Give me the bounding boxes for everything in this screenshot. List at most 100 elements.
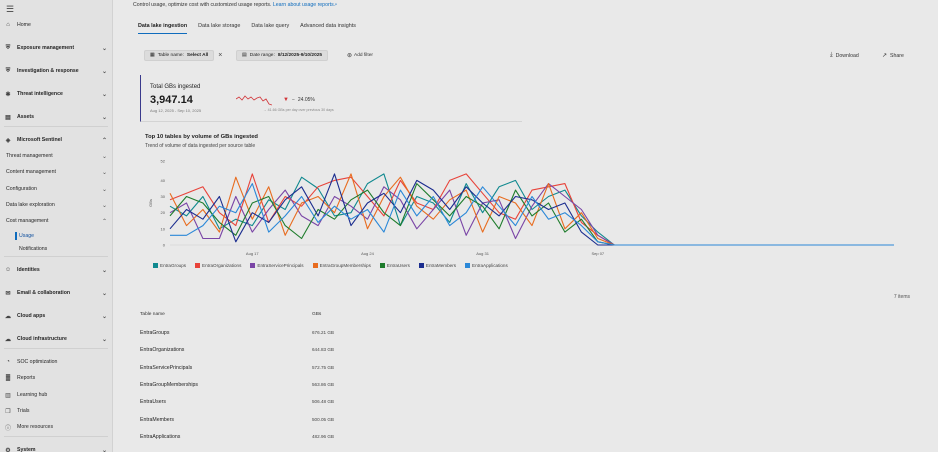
cloud-icon: ☁ xyxy=(5,313,11,320)
sidebar-item-cloud-infrastructure[interactable]: ☁ Cloud infrastructure ⌄ xyxy=(0,332,113,346)
sidebar-item-learning-hub[interactable]: ▥ Learning hub xyxy=(0,388,113,402)
column-header-table-name[interactable]: Table name xyxy=(140,312,165,317)
date-range-chip[interactable]: ▤ Date range: 8/12/2025-9/10/2025 xyxy=(236,49,329,61)
sidebar-item-label: Threat management xyxy=(6,153,53,159)
sidebar-item-reports[interactable]: ▓ Reports xyxy=(0,371,113,385)
sidebar-item-notifications[interactable]: Notifications xyxy=(0,242,113,256)
download-icon: ⤓ xyxy=(830,52,833,58)
server-icon: ▤ xyxy=(5,114,11,121)
date-range-filter[interactable]: ▤ Date range: 8/12/2025-9/10/2025 xyxy=(236,49,329,61)
table-name-filter[interactable]: ▦ Table name: Select All × xyxy=(144,49,222,61)
sidebar-item-configuration[interactable]: Configuration ⌄ xyxy=(0,182,113,196)
legend-label: EntraMembers xyxy=(425,263,457,268)
sidebar-item-label: Configuration xyxy=(6,186,37,192)
sidebar-item-home[interactable]: ⌂ Home xyxy=(0,18,113,32)
sidebar-divider xyxy=(4,348,108,349)
column-header-gbs[interactable]: GBs xyxy=(312,312,322,317)
hamburger-menu-icon[interactable]: ☰ xyxy=(6,4,15,14)
sidebar-item-email-collaboration[interactable]: ✉ Email & collaboration ⌄ xyxy=(0,286,113,300)
gift-icon: ❐ xyxy=(5,408,11,415)
add-filter-button[interactable]: ⊛ Add filter xyxy=(347,49,373,61)
tab-data-lake-query[interactable]: Data lake query xyxy=(251,23,290,29)
legend-item[interactable]: EntraMembers xyxy=(418,263,457,268)
sidebar-item-investigation-response[interactable]: ⛨ Investigation & response ⌄ xyxy=(0,64,113,78)
home-icon: ⌂ xyxy=(6,22,10,28)
table-name-chip[interactable]: ▦ Table name: Select All xyxy=(144,49,215,61)
sidebar-item-trials[interactable]: ❐ Trials xyxy=(0,404,113,418)
external-link-icon: ↗ xyxy=(333,2,338,7)
legend-label: EntraGroupMemberships xyxy=(319,263,371,268)
sidebar-item-label: Assets xyxy=(17,114,35,120)
sidebar-item-threat-intelligence[interactable]: ✱ Threat intelligence ⌄ xyxy=(0,87,113,101)
sidebar-item-content-management[interactable]: Content management ⌄ xyxy=(0,165,113,179)
kpi-value: 3,947.14 xyxy=(150,94,193,106)
sidebar-item-microsoft-sentinel[interactable]: ◈ Microsoft Sentinel ⌃ xyxy=(0,133,113,147)
table-row[interactable]: EntraGroups 676.21 GB xyxy=(140,330,910,347)
learn-usage-reports-link[interactable]: Learn about usage reports xyxy=(272,2,334,8)
legend-item[interactable]: EntraGroups xyxy=(153,263,186,268)
sidebar-item-label: Home xyxy=(17,22,31,28)
table-name-value: Select All xyxy=(186,52,209,58)
download-button[interactable]: ⤓ Download xyxy=(830,52,859,59)
sidebar-item-exposure-management[interactable]: ⛨ Exposure management ⌄ xyxy=(0,41,113,55)
table-cell-name: EntraServicePrincipals xyxy=(140,364,193,371)
gear-icon: ⚙ xyxy=(5,447,11,452)
legend-item[interactable]: EntraOrganizations xyxy=(195,263,241,268)
line-chart: GBs 0 10 20 30 40 52 Aug 17 Aug 24 Aug 31 Sep 07 xyxy=(148,159,894,256)
sparkline-line xyxy=(236,95,272,106)
table-cell-name: EntraOrganizations xyxy=(140,347,185,354)
share-button[interactable]: ↗ Share xyxy=(882,52,904,60)
add-filter-label: Add filter xyxy=(354,52,373,58)
sidebar-item-label: Investigation & response xyxy=(17,68,79,74)
sidebar-item-label: Content management xyxy=(6,169,56,175)
kpi-note: → 41.66 GBs per day over previous 30 day… xyxy=(263,108,334,112)
sidebar-item-data-lake-exploration[interactable]: Data lake exploration ⌄ xyxy=(0,198,113,212)
chevron-down-icon: ⌄ xyxy=(101,202,107,209)
table-row[interactable]: EntraMembers 500.05 GB xyxy=(140,417,910,434)
chart-legend: EntraGroups EntraOrganizations EntraServic… xyxy=(153,263,508,268)
sidebar-item-label: Trials xyxy=(17,408,30,414)
x-tick-label: Aug 17 xyxy=(246,251,259,256)
sidebar-item-usage[interactable]: Usage xyxy=(0,229,113,243)
chevron-up-icon: ⌃ xyxy=(101,137,107,144)
sidebar-item-more-resources[interactable]: ⓘ More resources xyxy=(0,420,113,434)
legend-item[interactable]: EntraServicePrincipals xyxy=(250,263,304,268)
tab-advanced-data-insights[interactable]: Advanced data insights xyxy=(300,23,356,29)
sidebar-item-label: System xyxy=(17,447,36,452)
table-row[interactable]: EntraGroupMemberships 563.86 GB xyxy=(140,382,910,399)
legend-item[interactable]: EntraGroupMemberships xyxy=(312,263,371,268)
legend-swatch xyxy=(153,263,158,268)
kpi-delta-sign: − xyxy=(291,97,295,103)
sidebar-item-cost-management[interactable]: Cost management ⌃ xyxy=(0,214,113,228)
sidebar-item-cloud-apps[interactable]: ☁ Cloud apps ⌄ xyxy=(0,309,113,323)
y-tick-label: 10 xyxy=(161,226,166,231)
share-icon: ↗ xyxy=(882,53,888,59)
date-range-key: Date range: xyxy=(249,52,275,58)
share-label: Share xyxy=(890,52,904,59)
page-subtitle: Control usage, optimize cost with custom… xyxy=(133,2,337,8)
sidebar-item-soc-optimization[interactable]: ◔ SOC optimization xyxy=(0,355,113,369)
main-content: Control usage, optimize cost with custom… xyxy=(114,0,938,452)
legend-item[interactable]: EntraApplications xyxy=(465,263,508,268)
table-row[interactable]: EntraApplications 482.96 GB xyxy=(140,434,910,451)
tab-data-lake-storage[interactable]: Data lake storage xyxy=(198,23,241,29)
legend-label: EntraGroups xyxy=(160,263,187,268)
sidebar-item-assets[interactable]: ▤ Assets ⌄ xyxy=(0,110,113,124)
legend-swatch xyxy=(312,263,318,268)
chevron-down-icon: ⌄ xyxy=(101,336,107,343)
table-row[interactable]: EntraOrganizations 644.83 GB xyxy=(140,347,910,364)
legend-item[interactable]: EntraUsers xyxy=(379,263,410,268)
sidebar-item-system[interactable]: ⚙ System ⌄ xyxy=(0,443,113,452)
table-row[interactable]: EntraServicePrincipals 572.75 GB xyxy=(140,365,910,382)
sidebar-item-threat-management[interactable]: Threat management ⌄ xyxy=(0,149,113,163)
sidebar-item-identities[interactable]: ☺ Identities ⌄ xyxy=(0,263,113,277)
shield-alert-icon: ⛨ xyxy=(5,67,11,74)
legend-swatch xyxy=(379,263,385,268)
table-row[interactable]: EntraUsers 506.48 GB xyxy=(140,399,910,416)
chevron-down-icon: ⌄ xyxy=(101,153,107,160)
sentinel-icon: ◈ xyxy=(5,137,11,144)
tab-data-lake-ingestion[interactable]: Data lake ingestion xyxy=(138,23,188,34)
clear-filter-icon[interactable]: × xyxy=(218,51,223,59)
table-cell-name: EntraUsers xyxy=(140,399,166,406)
series-line-entraapplications xyxy=(170,183,894,246)
